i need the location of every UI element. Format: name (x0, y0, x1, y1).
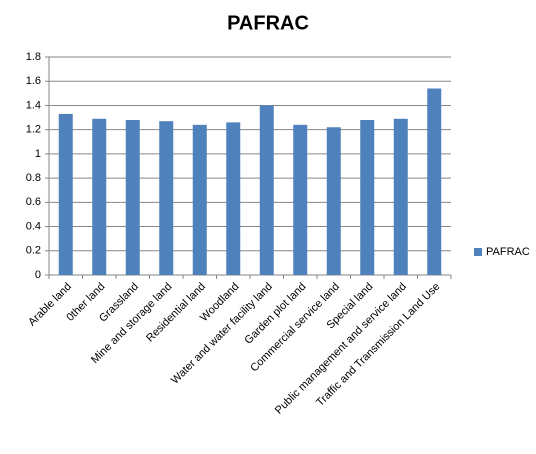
y-tick-label: 0.4 (26, 220, 41, 232)
bar (159, 121, 174, 275)
x-tick-label: Traffic and Transmission Land Use (314, 281, 442, 409)
y-tick-label: 0 (35, 269, 41, 281)
bar (192, 124, 207, 275)
bar (226, 122, 241, 276)
y-tick-label: 1.4 (26, 99, 41, 111)
bar (326, 127, 341, 275)
bar (393, 118, 408, 276)
y-tick-label: 0.6 (26, 196, 41, 208)
y-tick-label: 1.8 (26, 51, 41, 63)
chart-title: PAFRAC (227, 12, 309, 34)
y-tick-label: 1.6 (26, 75, 41, 87)
bar (360, 119, 375, 275)
x-tick-label: Garden plot land (242, 281, 308, 347)
y-tick-label: 0.8 (26, 172, 41, 184)
bar (259, 105, 274, 275)
x-tick-label: Arable land (26, 281, 74, 329)
y-tick-label: 1.2 (26, 124, 41, 136)
y-tick-label: 1 (35, 148, 41, 160)
bar (427, 88, 442, 275)
legend-swatch (474, 248, 482, 256)
bar (125, 119, 140, 275)
bar (92, 118, 107, 276)
x-tick-label: Residential land (144, 281, 208, 345)
y-tick-label: 0.2 (26, 245, 41, 257)
legend-label: PAFRAC (486, 246, 530, 258)
bar (293, 124, 308, 275)
bar (58, 113, 73, 275)
